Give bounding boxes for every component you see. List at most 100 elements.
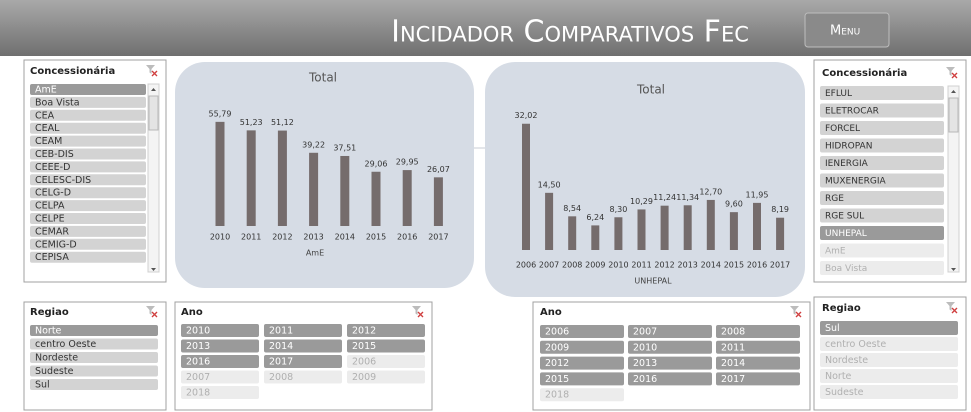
slicer-item[interactable] [820, 337, 958, 351]
slicer-item[interactable] [264, 355, 342, 368]
slicer-item[interactable] [820, 86, 944, 100]
slicer-item[interactable] [347, 355, 425, 368]
slicer-item-label[interactable]: 2015 [545, 374, 569, 385]
slicer-item[interactable] [30, 352, 158, 363]
slicer-item-label[interactable]: centro Oeste [35, 339, 96, 350]
slicer-item-label[interactable]: CELPA [35, 201, 65, 212]
scrollbar[interactable] [947, 85, 960, 273]
slicer-item-label[interactable]: Nordeste [35, 353, 78, 364]
slicer-item[interactable] [30, 200, 146, 212]
slicer-item[interactable] [264, 370, 342, 384]
slicer-item-label[interactable]: EFLUL [825, 89, 852, 99]
slicer-item-label[interactable]: Sul [825, 323, 840, 334]
slicer-item[interactable] [820, 173, 944, 188]
slicer-item-label[interactable]: 2015 [352, 341, 376, 352]
slicer-item[interactable] [820, 156, 944, 170]
slicer-item-label[interactable]: 2017 [269, 357, 293, 368]
slicer-item-label[interactable]: Norte [35, 326, 62, 337]
slicer-item-label[interactable]: IENERGIA [825, 159, 869, 169]
slicer-item-label[interactable]: CELG-D [35, 188, 71, 199]
slicer-item[interactable] [30, 379, 158, 390]
slicer-item-label[interactable]: RGE SUL [825, 212, 864, 222]
slicer-item-label[interactable]: CELESC-DIS [35, 175, 91, 186]
slicer-item-label[interactable]: 2013 [186, 341, 210, 352]
slicer-item[interactable] [30, 325, 158, 336]
slicer-item-label[interactable]: CEB-DIS [35, 149, 74, 160]
slicer-item-label[interactable]: UNHEPAL [825, 229, 867, 239]
slicer-item[interactable] [30, 213, 146, 224]
slicer-item-label[interactable]: 2014 [269, 341, 293, 352]
slicer-item-label[interactable]: AmE [825, 247, 846, 257]
slicer-item[interactable] [820, 261, 944, 275]
slicer-item[interactable] [820, 103, 944, 118]
filter-icon[interactable] [790, 306, 799, 315]
slicer-item-label[interactable]: 2007 [633, 327, 657, 338]
slicer-item[interactable] [30, 109, 146, 121]
slicer-item[interactable] [716, 325, 800, 338]
slicer-item-label[interactable]: 2017 [721, 374, 745, 385]
slicer-item[interactable] [820, 191, 944, 205]
slicer-item-label[interactable]: CEEE-D [35, 162, 70, 173]
slicer-item-label[interactable]: 2010 [633, 342, 657, 353]
slicer-item[interactable] [30, 122, 146, 134]
slicer-item[interactable] [30, 187, 146, 199]
filter-icon[interactable] [946, 302, 955, 311]
slicer-item[interactable] [820, 121, 944, 135]
slicer-item-label[interactable]: 2018 [545, 390, 569, 401]
slicer-item[interactable] [181, 355, 259, 368]
slicer-item[interactable] [181, 339, 259, 353]
slicer-item-label[interactable]: CEA [35, 110, 55, 121]
slicer-item[interactable] [30, 161, 146, 173]
slicer-item[interactable] [30, 96, 146, 108]
slicer-item-label[interactable]: MUXENERGIA [825, 177, 887, 187]
slicer-item[interactable] [820, 243, 944, 258]
slicer-item-label[interactable]: 2011 [269, 326, 293, 337]
filter-icon[interactable] [146, 306, 155, 315]
slicer-item-label[interactable]: CEPISA [35, 252, 69, 263]
slicer-item-label[interactable]: 2007 [186, 372, 210, 383]
slicer-item-label[interactable]: 2008 [269, 372, 293, 383]
slicer-item-label[interactable]: 2008 [721, 327, 745, 338]
scroll-down[interactable] [951, 268, 956, 271]
slicer-item-label[interactable]: 2014 [721, 358, 745, 369]
slicer-item[interactable] [716, 356, 800, 370]
slicer-item[interactable] [820, 369, 958, 383]
slicer-item[interactable] [264, 339, 342, 353]
slicer-item-label[interactable]: 2006 [352, 357, 376, 368]
slicer-item[interactable] [181, 386, 259, 399]
slicer-item-label[interactable]: 2006 [545, 327, 569, 338]
slicer-item[interactable] [716, 372, 800, 386]
slicer-item[interactable] [820, 208, 944, 223]
menu-button[interactable] [804, 12, 890, 48]
slicer-item[interactable] [628, 340, 712, 354]
slicer-item[interactable] [820, 226, 944, 240]
slicer-item[interactable] [264, 324, 342, 337]
slicer-item-label[interactable]: 2012 [352, 326, 376, 337]
slicer-item-label[interactable]: 2009 [545, 342, 569, 353]
slicer-item-label[interactable]: AmE [35, 85, 57, 96]
scroll-up[interactable] [151, 88, 156, 91]
filter-icon[interactable] [146, 65, 155, 74]
slicer-item-label[interactable]: Sul [35, 380, 50, 391]
slicer-item[interactable] [540, 340, 624, 354]
slicer-item[interactable] [820, 385, 958, 399]
scrollbar[interactable] [147, 83, 160, 273]
slicer-item[interactable] [628, 372, 712, 386]
slicer-item[interactable] [30, 225, 146, 237]
slicer-item[interactable] [820, 321, 958, 335]
slicer-item[interactable] [540, 388, 624, 402]
slicer-item-label[interactable]: CELPE [35, 214, 65, 225]
filter-icon[interactable] [946, 67, 955, 76]
slicer-item[interactable] [30, 251, 146, 263]
slicer-item-label[interactable]: CEAM [35, 136, 62, 147]
slicer-item-label[interactable]: 2018 [186, 388, 210, 399]
slicer-item[interactable] [347, 370, 425, 384]
slicer-item[interactable] [30, 135, 146, 147]
slicer-item[interactable] [30, 338, 158, 350]
slicer-item[interactable] [628, 356, 712, 370]
menu-label[interactable]: Menu [830, 24, 860, 39]
slicer-item-label[interactable]: Sudeste [35, 366, 74, 377]
slicer-item[interactable] [540, 356, 624, 370]
filter-icon[interactable] [412, 306, 421, 315]
slicer-item-label[interactable]: ELETROCAR [825, 107, 879, 117]
